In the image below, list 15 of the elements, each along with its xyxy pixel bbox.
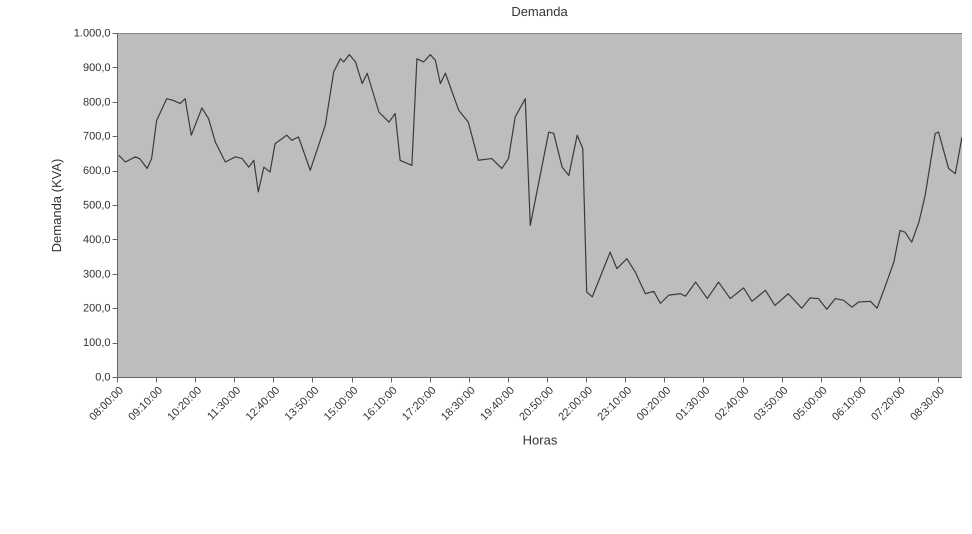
y-tick-label: 700,0: [82, 130, 110, 143]
y-tick-label: 900,0: [82, 62, 110, 74]
y-tick-label: 1.000,0: [74, 28, 110, 40]
chart-title: Demanda: [511, 4, 568, 19]
y-tick-label: 200,0: [82, 302, 110, 315]
y-tick-label: 500,0: [82, 200, 110, 212]
y-axis-title: Demanda (KVA): [48, 158, 64, 252]
line-series: [118, 54, 962, 310]
y-tick-label: 600,0: [82, 165, 110, 178]
y-tick-label: 800,0: [82, 96, 110, 108]
y-tick-label: 300,0: [82, 268, 110, 280]
y-tick-label: 0,0: [95, 372, 110, 384]
y-tick-label: 100,0: [82, 337, 110, 350]
x-axis-title: Horas: [522, 432, 558, 448]
y-tick-label: 400,0: [82, 234, 110, 246]
